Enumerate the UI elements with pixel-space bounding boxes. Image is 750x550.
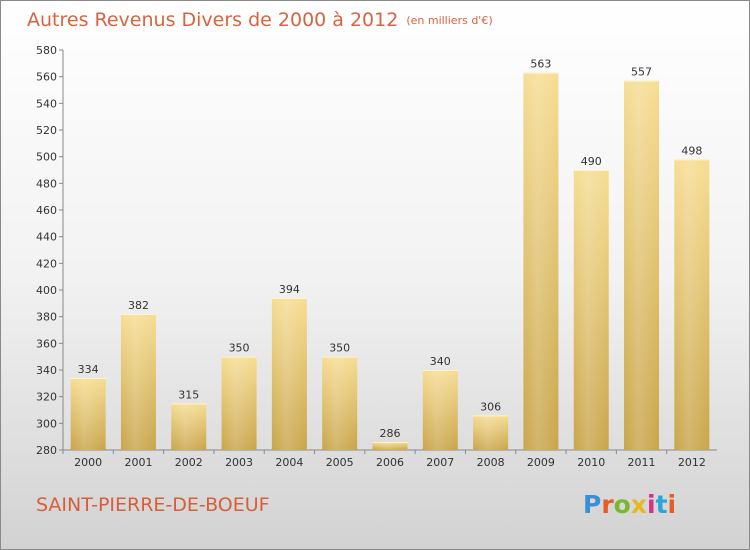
x-tick-label: 2003 — [225, 456, 253, 469]
bar-highlight — [624, 80, 660, 451]
chart-value-labels: 334 382 315 350 394 350 286 340 306 563 490 557 498 — [78, 58, 703, 440]
bar-highlight — [171, 403, 207, 450]
x-tick-label: 2009 — [527, 456, 555, 469]
y-tick-label: 300 — [36, 417, 57, 430]
bar-highlight — [372, 442, 408, 450]
bar-highlight — [120, 314, 156, 450]
data-label: 315 — [178, 388, 199, 401]
bar-highlight — [70, 378, 106, 450]
y-tick-label: 540 — [36, 97, 57, 110]
bar-highlight — [322, 356, 358, 450]
data-label: 286 — [380, 427, 401, 440]
data-label: 394 — [279, 283, 300, 296]
chart-bars — [70, 72, 710, 451]
data-label: 334 — [78, 363, 99, 376]
logo-letter: r — [601, 490, 614, 519]
y-tick-label: 580 — [36, 44, 57, 57]
data-label: 498 — [681, 144, 702, 157]
y-tick-label: 520 — [36, 124, 57, 137]
y-tick-label: 340 — [36, 364, 57, 377]
x-tick-label: 2005 — [326, 456, 354, 469]
logo-letter: i — [647, 490, 656, 519]
logo-letter: P — [583, 490, 602, 519]
chart-unit: (en milliers d'€) — [406, 14, 493, 27]
bar-highlight — [473, 415, 509, 450]
data-label: 306 — [480, 400, 501, 413]
y-tick-label: 280 — [36, 444, 57, 457]
x-tick-label: 2007 — [426, 456, 454, 469]
y-tick-label: 460 — [36, 204, 57, 217]
data-label: 563 — [530, 58, 551, 71]
commune-name: SAINT-PIERRE-DE-BOEUF — [36, 494, 270, 516]
y-tick-label: 500 — [36, 151, 57, 164]
x-tick-label: 2006 — [376, 456, 404, 469]
y-tick-label: 360 — [36, 337, 57, 350]
bar-highlight — [221, 356, 257, 450]
bar-highlight — [422, 370, 458, 450]
logo-letter: i — [667, 490, 677, 519]
logo-letter: t — [655, 490, 668, 519]
x-tick-label: 2008 — [477, 456, 505, 469]
y-tick-label: 440 — [36, 231, 57, 244]
x-tick-label: 2011 — [628, 456, 656, 469]
y-tick-label: 400 — [36, 284, 57, 297]
x-tick-label: 2001 — [124, 456, 152, 469]
y-tick-label: 480 — [36, 177, 57, 190]
data-label: 340 — [430, 355, 451, 368]
logo-letter: o — [613, 490, 631, 519]
chart-title: Autres Revenus Divers de 2000 à 2012 (en … — [27, 9, 493, 31]
data-label: 350 — [329, 342, 350, 355]
y-tick-label: 320 — [36, 391, 57, 404]
data-label: 557 — [631, 66, 652, 79]
bar-highlight — [271, 298, 307, 450]
x-tick-label: 2010 — [577, 456, 605, 469]
bar-highlight — [573, 170, 609, 450]
x-tick-label: 2012 — [678, 456, 706, 469]
data-label: 490 — [581, 155, 602, 168]
x-tick-label: 2004 — [275, 456, 303, 469]
x-tick-label: 2002 — [175, 456, 203, 469]
data-label: 350 — [229, 342, 250, 355]
proxiti-logo: Proxiti — [583, 490, 676, 519]
data-label: 382 — [128, 299, 149, 312]
y-tick-label: 380 — [36, 311, 57, 324]
bar-highlight — [674, 159, 710, 451]
chart-title-text: Autres Revenus Divers de 2000 à 2012 — [27, 9, 399, 31]
y-tick-label: 420 — [36, 257, 57, 270]
chart-axes: 280 300 320 340 360 380 400 420 440 460 480 500 520 5… — [36, 44, 717, 469]
logo-letter: x — [630, 490, 647, 519]
x-tick-label: 2000 — [74, 456, 102, 469]
bar-highlight — [523, 72, 559, 451]
y-tick-label: 560 — [36, 71, 57, 84]
